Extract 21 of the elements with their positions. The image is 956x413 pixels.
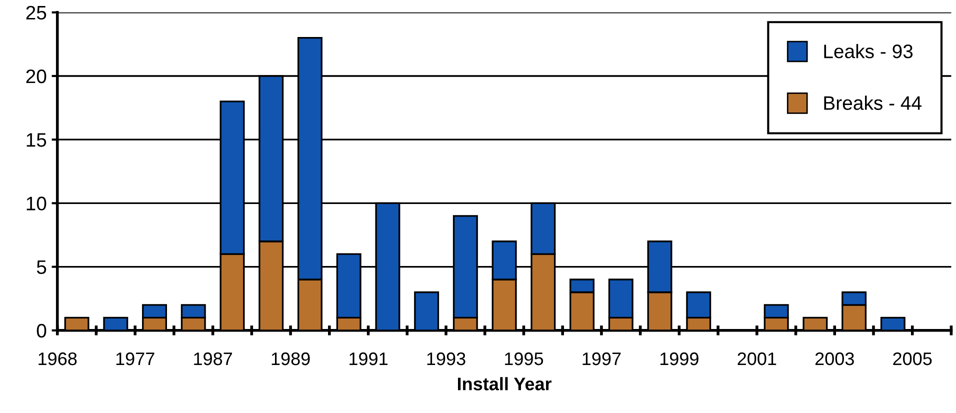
x-tick-label: 1999 [660,352,698,366]
y-tick-label: 10 [26,196,46,210]
x-tick-label: 2005 [893,352,932,366]
x-tick-label: 2003 [815,352,854,366]
legend-label: Breaks - 44 [824,96,922,110]
y-tick-label: 20 [26,69,46,84]
y-tick-label: 0 [36,324,46,338]
y-tick-label: 5 [36,260,46,274]
x-tick-label: 2001 [738,352,776,366]
y-tick-label: 15 [26,133,46,147]
x-tick-label: 1989 [272,352,310,366]
x-tick-label: 1968 [38,352,77,366]
x-tick-label: 1995 [505,352,544,366]
legend-label: Leaks - 93 [824,44,913,58]
x-tick-label: 1991 [350,352,388,366]
x-tick-label: 1997 [582,352,621,366]
x-axis-title: Install Year [458,377,552,390]
y-tick-label: 25 [26,6,46,20]
x-tick-label: 1977 [116,352,154,366]
x-tick-label: 1993 [427,352,466,366]
x-tick-label: 1987 [194,352,232,366]
